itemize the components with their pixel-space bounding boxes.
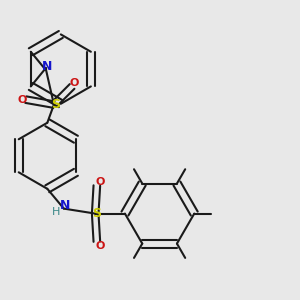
Text: O: O — [95, 176, 105, 187]
Text: S: S — [92, 207, 101, 220]
Text: O: O — [95, 241, 105, 250]
Text: N: N — [60, 199, 71, 212]
Text: N: N — [42, 60, 52, 73]
Text: S: S — [51, 98, 60, 111]
Text: O: O — [17, 94, 27, 105]
Text: H: H — [51, 207, 60, 217]
Text: O: O — [69, 78, 78, 88]
